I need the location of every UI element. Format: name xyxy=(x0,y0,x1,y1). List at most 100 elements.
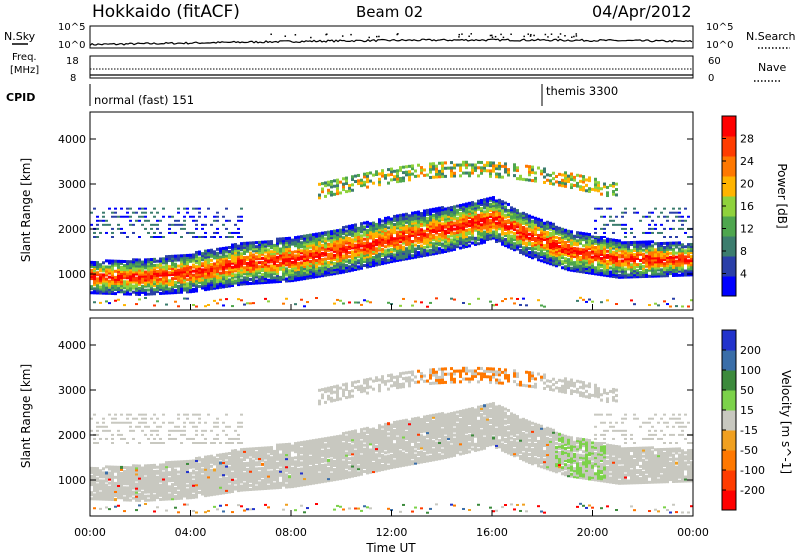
power-cell xyxy=(429,175,432,179)
nsearch-point xyxy=(491,34,493,37)
power-cell xyxy=(315,232,318,236)
power-cell xyxy=(495,172,498,176)
power-cell xyxy=(609,183,612,187)
power-cell xyxy=(480,160,483,164)
velocity-cell xyxy=(120,488,123,492)
power-cell xyxy=(408,178,411,182)
power-cell xyxy=(165,283,168,287)
power-cell xyxy=(522,228,525,232)
power-cell xyxy=(441,206,444,210)
power-cell xyxy=(393,214,396,218)
power-cell xyxy=(666,266,669,270)
velocity-cell xyxy=(111,469,114,473)
power-cell xyxy=(498,198,501,202)
velocity-cell xyxy=(102,429,105,432)
power-cell xyxy=(504,170,507,174)
power-cell xyxy=(576,241,579,245)
power-cell xyxy=(459,246,462,250)
power-cell xyxy=(189,274,192,278)
power-cell xyxy=(105,277,108,281)
power-cell xyxy=(195,273,198,277)
power-cell xyxy=(426,223,429,227)
power-cell xyxy=(582,236,585,240)
nsearch-point xyxy=(326,33,328,35)
power-cell xyxy=(255,275,258,279)
power-cell xyxy=(381,262,384,266)
power-cell xyxy=(186,282,189,286)
velocity-cell xyxy=(105,477,108,481)
power-cell xyxy=(237,236,240,238)
power-cell xyxy=(357,265,360,269)
power-cell xyxy=(330,262,333,266)
power-cell xyxy=(312,257,315,261)
power-cell xyxy=(351,240,354,244)
power-cell xyxy=(504,240,507,244)
power-cell xyxy=(252,273,255,277)
power-cell xyxy=(540,241,543,245)
power-cell xyxy=(276,278,279,282)
power-cell xyxy=(516,223,519,227)
power-cell xyxy=(138,286,141,290)
power-cell xyxy=(447,214,450,218)
power-cell xyxy=(429,210,432,214)
power-cell xyxy=(390,172,393,176)
power-cell xyxy=(195,253,198,257)
power-cell xyxy=(348,186,351,190)
power-cell xyxy=(561,254,564,258)
power-cell xyxy=(165,281,168,285)
power-cell xyxy=(561,237,564,241)
power-cell xyxy=(540,234,543,238)
power-cell xyxy=(462,213,465,217)
power-cell xyxy=(225,250,228,254)
power-cell xyxy=(468,244,471,248)
power-cell xyxy=(102,277,105,281)
power-cell xyxy=(90,223,93,226)
power-cell xyxy=(459,240,462,244)
power-cell xyxy=(474,236,477,240)
power-cell xyxy=(474,206,477,210)
power-cell xyxy=(156,271,159,275)
power-cell xyxy=(111,259,114,263)
power-cell xyxy=(591,257,594,261)
power-cell xyxy=(555,260,558,264)
power-cell xyxy=(513,213,516,217)
velocity-cell xyxy=(162,479,165,483)
power-cell xyxy=(654,274,657,278)
power-cell xyxy=(363,251,366,255)
power-cell xyxy=(495,221,498,225)
power-cell xyxy=(195,269,198,273)
power-cell xyxy=(453,243,456,247)
power-cell xyxy=(399,219,402,223)
power-cell xyxy=(498,204,501,208)
power-cell xyxy=(294,238,297,242)
velocity-cell xyxy=(168,463,171,467)
power-cell xyxy=(369,301,372,304)
power-cell xyxy=(462,239,465,243)
power-cell xyxy=(681,271,684,275)
power-cell xyxy=(537,217,540,221)
power-cell xyxy=(369,264,372,268)
power-cell xyxy=(366,177,369,181)
power-cell xyxy=(399,215,402,219)
power-cell xyxy=(360,240,363,244)
power-cell xyxy=(231,259,234,263)
power-cell xyxy=(234,259,237,263)
power-cell xyxy=(156,300,159,303)
power-cell xyxy=(471,215,474,219)
velocity-cell xyxy=(102,475,105,479)
power-cell xyxy=(249,247,252,251)
power-cell xyxy=(453,247,456,251)
velocity-cell xyxy=(129,468,132,472)
velocity-cell xyxy=(132,417,135,420)
power-cell xyxy=(567,235,570,239)
power-cell xyxy=(114,288,117,292)
power-cell xyxy=(207,207,210,210)
power-cell xyxy=(351,238,354,242)
power-cell xyxy=(138,288,141,292)
power-cell xyxy=(270,246,273,250)
power-cell xyxy=(354,227,357,231)
power-cell xyxy=(474,238,477,242)
power-cell xyxy=(177,268,180,272)
power-cell xyxy=(378,218,381,222)
velocity-cell xyxy=(147,494,150,498)
